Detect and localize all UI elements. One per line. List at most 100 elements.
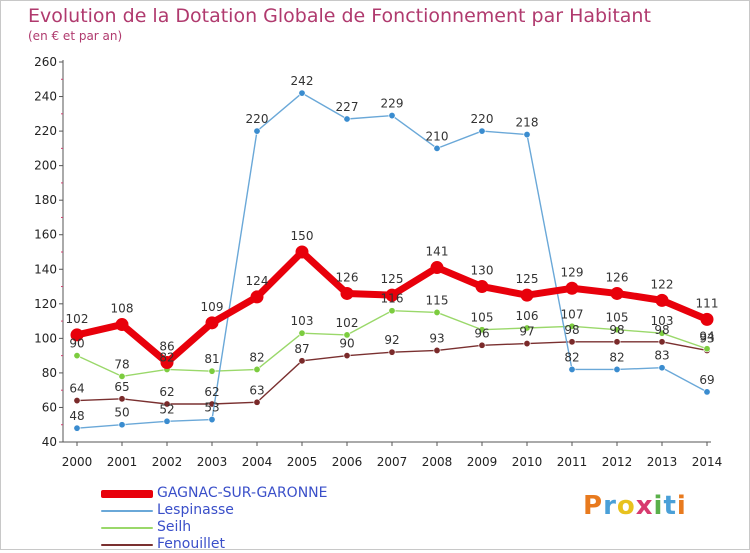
data-point — [340, 286, 354, 300]
data-label: 53 — [204, 401, 219, 415]
x-tick-label: 2003 — [197, 455, 228, 469]
data-label: 210 — [426, 129, 449, 143]
data-label: 48 — [69, 409, 84, 423]
data-label: 63 — [249, 383, 264, 397]
data-point — [433, 144, 441, 152]
data-point — [433, 346, 441, 354]
data-point — [343, 352, 351, 360]
data-label: 92 — [384, 333, 399, 347]
data-label: 62 — [159, 385, 174, 399]
series-line-lespinasse — [76, 92, 708, 429]
data-point — [295, 245, 309, 259]
x-tick-label: 2013 — [647, 455, 678, 469]
data-point — [163, 400, 171, 408]
legend-swatch — [101, 527, 153, 529]
data-label: 229 — [381, 97, 404, 111]
data-label: 106 — [516, 309, 539, 323]
data-label: 98 — [564, 323, 579, 337]
data-label: 115 — [426, 293, 449, 307]
data-label: 124 — [246, 274, 269, 288]
data-label: 116 — [381, 292, 404, 306]
data-label: 109 — [201, 300, 224, 314]
data-label: 90 — [339, 337, 354, 351]
logo-letter: i — [653, 491, 664, 521]
x-tick-label: 2004 — [242, 455, 273, 469]
data-label: 98 — [654, 323, 669, 337]
proxiti-logo: Proxiti — [583, 491, 687, 521]
data-labels: 102 108 86 109 124 150 126 125 141 130 125 129 126 12… — [66, 74, 719, 423]
data-point — [118, 395, 126, 403]
y-tick-label: 100 — [34, 331, 57, 345]
data-point — [253, 127, 261, 135]
data-label: 65 — [114, 380, 129, 394]
data-point — [433, 308, 441, 316]
data-label: 150 — [291, 229, 314, 243]
data-label: 130 — [471, 264, 494, 278]
data-point — [163, 417, 171, 425]
data-label: 220 — [471, 112, 494, 126]
data-label: 78 — [114, 357, 129, 371]
legend-swatch — [101, 490, 153, 498]
data-point — [115, 318, 129, 332]
data-label: 220 — [246, 112, 269, 126]
logo-letter: o — [616, 491, 636, 521]
y-tick-label: 120 — [34, 297, 57, 311]
data-label: 125 — [381, 272, 404, 286]
data-point — [388, 348, 396, 356]
legend-label: GAGNAC-SUR-GARONNE — [157, 485, 328, 501]
chart-axes: 40 60 80 100 120 140 160 180 200 220 240 260 2000 200… — [34, 55, 722, 469]
data-label: 62 — [204, 385, 219, 399]
data-point — [658, 364, 666, 372]
data-point — [73, 424, 81, 432]
data-label: 96 — [474, 326, 489, 340]
data-point — [700, 312, 714, 326]
data-label: 122 — [651, 277, 674, 291]
x-tick-label: 2008 — [422, 455, 453, 469]
data-point — [73, 352, 81, 360]
data-label: 105 — [606, 311, 629, 325]
y-tick-label: 80 — [42, 366, 57, 380]
data-point — [610, 286, 624, 300]
x-tick-label: 2014 — [692, 455, 723, 469]
data-point — [118, 421, 126, 429]
data-point — [613, 365, 621, 373]
data-point — [388, 112, 396, 120]
data-point — [343, 331, 351, 339]
x-tick-label: 2007 — [377, 455, 408, 469]
data-point — [385, 288, 399, 302]
data-label: 125 — [516, 272, 539, 286]
data-label: 81 — [204, 352, 219, 366]
data-label: 93 — [699, 331, 714, 345]
data-point — [613, 326, 621, 334]
data-label: 94 — [699, 330, 714, 344]
data-point — [658, 338, 666, 346]
y-tick-label: 260 — [34, 55, 57, 69]
data-point — [523, 324, 531, 332]
data-point — [478, 326, 486, 334]
data-point — [208, 416, 216, 424]
data-point — [565, 281, 579, 295]
data-point — [70, 328, 84, 342]
data-point — [73, 397, 81, 405]
data-label: 52 — [159, 402, 174, 416]
data-label: 69 — [699, 373, 714, 387]
data-label: 242 — [291, 74, 314, 88]
data-label: 90 — [69, 337, 84, 351]
data-point — [250, 290, 264, 304]
data-label: 111 — [696, 296, 719, 310]
data-point — [703, 388, 711, 396]
data-point — [523, 131, 531, 139]
data-label: 86 — [159, 340, 174, 354]
data-point — [523, 340, 531, 348]
y-tick-label: 200 — [34, 159, 57, 173]
y-tick-label: 140 — [34, 262, 57, 276]
data-point — [253, 398, 261, 406]
data-label: 64 — [69, 382, 84, 396]
y-tick-label: 180 — [34, 193, 57, 207]
data-label: 108 — [111, 302, 134, 316]
legend-label: Fenouillet — [157, 536, 225, 552]
data-label: 102 — [336, 316, 359, 330]
data-point — [478, 341, 486, 349]
